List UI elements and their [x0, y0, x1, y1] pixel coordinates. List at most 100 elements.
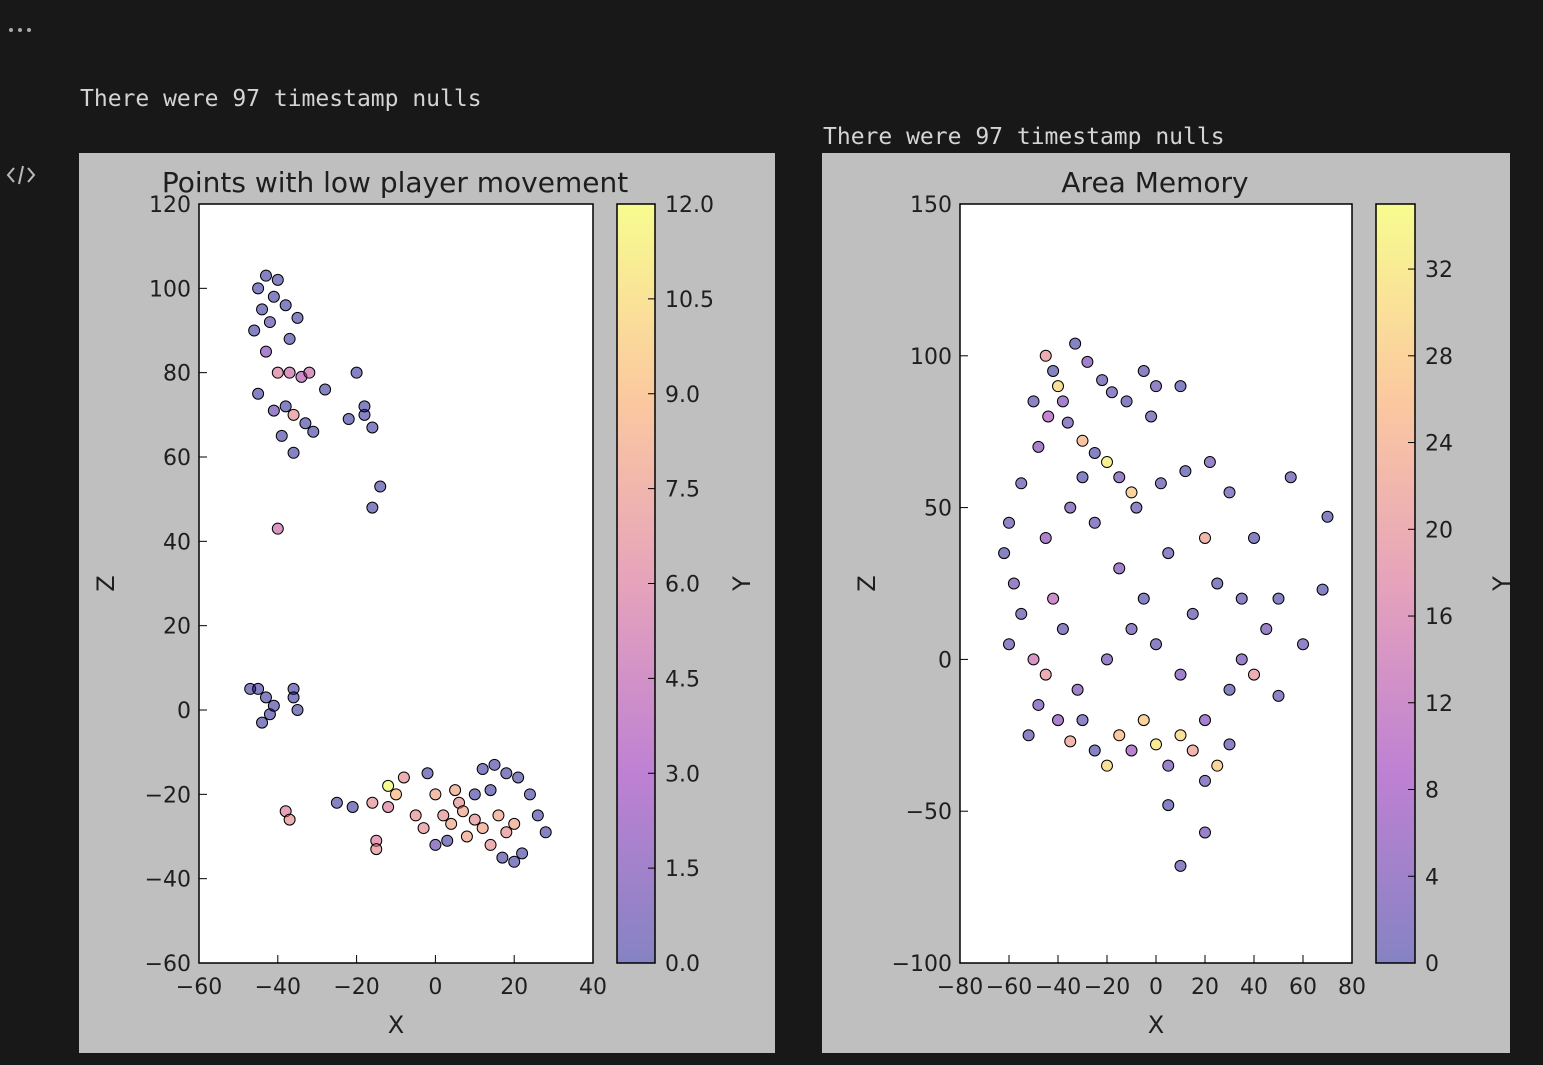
- point: [1047, 592, 1060, 605]
- point: [299, 417, 312, 430]
- point: [382, 779, 395, 792]
- x-tick-label: 40: [1240, 975, 1268, 1000]
- point: [1105, 386, 1118, 399]
- point: [279, 400, 292, 413]
- point: [1101, 759, 1113, 772]
- colorbar-tick-label: 0: [1425, 952, 1439, 977]
- point: [1186, 607, 1199, 620]
- point: [468, 788, 481, 801]
- point: [429, 788, 442, 801]
- y-tick-label: 60: [163, 446, 191, 471]
- point: [516, 847, 529, 860]
- y-tick-label: −60: [145, 952, 191, 977]
- x-tick-label: 20: [500, 975, 528, 1000]
- colorbar-tick-label: 0.0: [665, 952, 700, 977]
- point: [1120, 395, 1133, 408]
- point: [1162, 799, 1175, 812]
- colorbar: [1375, 203, 1416, 964]
- point: [1199, 774, 1211, 787]
- colorbar-tick-label: 3.0: [665, 762, 700, 787]
- point: [460, 830, 473, 843]
- point: [1199, 714, 1211, 727]
- point: [1154, 477, 1167, 490]
- point: [1137, 592, 1150, 605]
- point: [1113, 729, 1126, 742]
- point: [252, 282, 265, 295]
- colorbar-tick-label: 8: [1425, 779, 1439, 804]
- point: [1174, 859, 1187, 872]
- point: [1223, 738, 1236, 751]
- point: [1056, 623, 1069, 636]
- point: [1076, 434, 1089, 447]
- point: [370, 843, 383, 856]
- y-tick-label: −20: [145, 783, 191, 808]
- point: [523, 788, 536, 801]
- point: [366, 421, 379, 434]
- more-icon: [9, 28, 31, 32]
- point: [1052, 380, 1064, 393]
- point: [496, 851, 509, 864]
- point: [1211, 759, 1224, 772]
- point: [319, 383, 332, 396]
- point: [346, 800, 359, 813]
- colorbar-tick-label: 12: [1425, 692, 1453, 717]
- colorbar-tick-label: 24: [1425, 432, 1453, 457]
- point: [484, 838, 497, 851]
- point: [1248, 668, 1260, 681]
- point: [307, 425, 320, 438]
- point: [1113, 471, 1126, 484]
- point: [1162, 547, 1175, 560]
- point: [263, 316, 276, 329]
- y-tick-label: 150: [910, 193, 952, 218]
- point: [1162, 759, 1175, 772]
- output-line: There were 97 timestamp nulls: [823, 124, 1225, 150]
- point: [1125, 486, 1138, 499]
- point: [390, 788, 402, 801]
- point: [476, 822, 489, 835]
- point: [1199, 826, 1211, 839]
- point: [259, 269, 272, 282]
- point: [287, 408, 300, 421]
- point: [279, 299, 292, 312]
- point: [1186, 744, 1199, 757]
- x-tick-label: −20: [333, 975, 379, 1000]
- y-tick-label: 100: [149, 277, 191, 302]
- point: [1284, 471, 1297, 484]
- point: [539, 826, 552, 839]
- point: [1145, 410, 1158, 423]
- point: [492, 809, 505, 822]
- point: [1061, 416, 1074, 429]
- point: [342, 413, 355, 426]
- point: [397, 771, 410, 784]
- cell-icons: [6, 28, 36, 185]
- point: [1297, 638, 1309, 651]
- point: [1150, 738, 1162, 751]
- point: [271, 522, 284, 535]
- point: [1199, 531, 1211, 544]
- point: [252, 682, 265, 695]
- point: [1260, 623, 1273, 636]
- point: [1150, 380, 1162, 393]
- point: [1076, 471, 1089, 484]
- point: [1069, 337, 1082, 350]
- point: [508, 817, 521, 830]
- point: [1223, 486, 1236, 499]
- point: [1003, 638, 1015, 651]
- x-tick-label: 80: [1338, 975, 1366, 1000]
- point: [1130, 501, 1143, 514]
- y-tick-label: 0: [938, 648, 952, 673]
- point: [445, 817, 458, 830]
- x-tick-label: −80: [937, 975, 983, 1000]
- point: [488, 758, 501, 771]
- point: [259, 691, 272, 704]
- colorbar-tick-label: 7.5: [665, 478, 700, 503]
- point: [283, 366, 296, 379]
- chart-title: Area Memory: [1061, 166, 1248, 199]
- x-tick-label: −40: [1035, 975, 1081, 1000]
- colorbar-tick-label: 4.5: [665, 667, 700, 692]
- point: [330, 796, 343, 809]
- point: [1272, 689, 1285, 702]
- point: [1039, 668, 1052, 681]
- x-tick-label: 60: [1289, 975, 1317, 1000]
